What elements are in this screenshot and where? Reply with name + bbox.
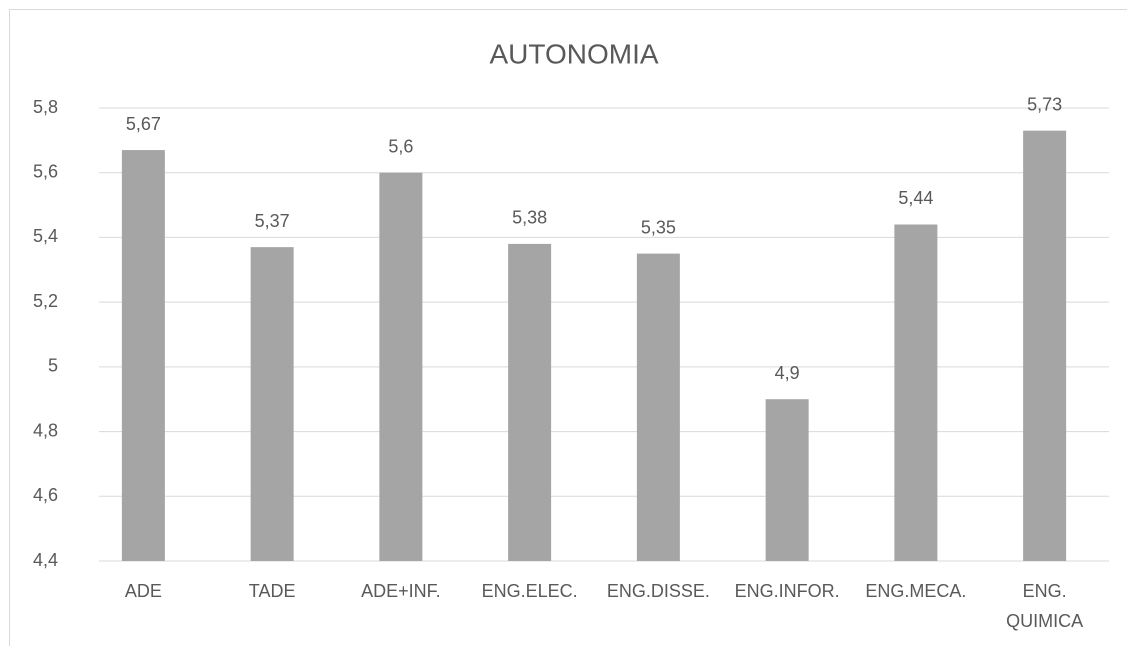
y-tick-label: 5,6 (33, 161, 58, 181)
data-label: 5,38 (512, 208, 547, 228)
x-tick-label: ENG.DISSE. (607, 581, 710, 601)
bar (508, 243, 552, 561)
x-tick-label: ENG.INFOR. (735, 581, 840, 601)
y-tick-label: 5,2 (33, 291, 58, 311)
bar (894, 224, 938, 561)
data-label: 5,73 (1027, 94, 1062, 114)
bar (379, 172, 423, 561)
data-label: 5,6 (388, 136, 413, 156)
chart-frame (9, 9, 1127, 646)
x-tick-label: ADE (125, 581, 162, 601)
bar (636, 253, 680, 561)
data-label: 5,37 (255, 211, 290, 231)
bar (765, 399, 809, 561)
data-label: 5,67 (126, 114, 161, 134)
bar (250, 247, 294, 561)
chart-title: AUTONOMIA (489, 38, 658, 69)
y-tick-label: 4,4 (33, 550, 58, 570)
x-tick-label: ENG.ELEC. (482, 581, 578, 601)
y-tick-label: 4,8 (33, 420, 58, 440)
y-tick-label: 4,6 (33, 485, 58, 505)
bar (121, 150, 165, 562)
y-tick-label: 5 (48, 356, 58, 376)
y-tick-label: 5,4 (33, 226, 58, 246)
x-tick-label: TADE (249, 581, 296, 601)
bar (1023, 130, 1067, 561)
data-label: 5,44 (898, 188, 933, 208)
y-tick-label: 5,8 (33, 97, 58, 117)
data-label: 5,35 (641, 217, 676, 237)
x-tick-label: ENG.MECA. (865, 581, 966, 601)
data-label: 4,9 (775, 363, 800, 383)
x-tick-label: ENG. QUIMICA (1006, 581, 1083, 631)
x-tick-label: ADE+INF. (361, 581, 441, 601)
